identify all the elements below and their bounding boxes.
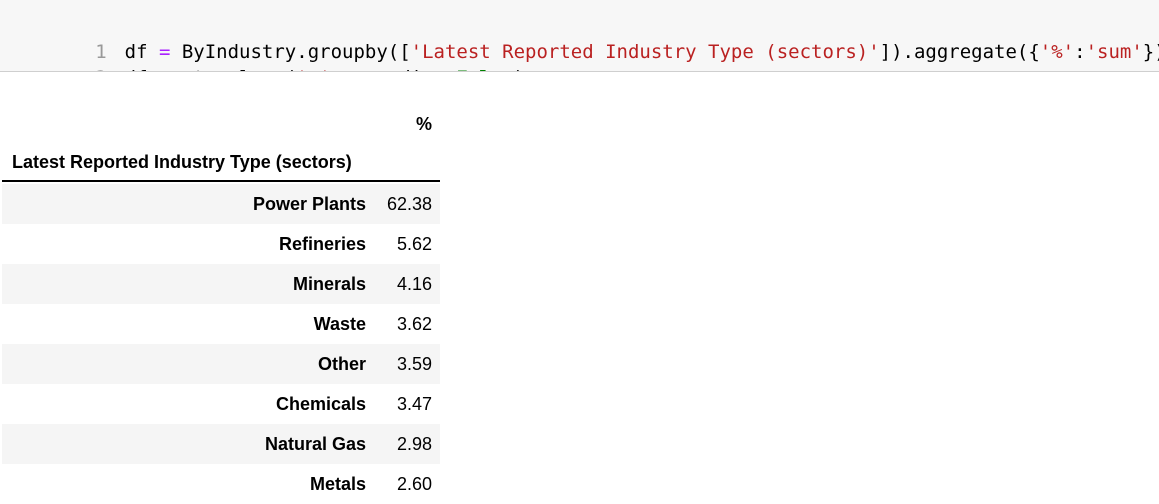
table-row: Chemicals 3.47 bbox=[2, 384, 440, 424]
row-value: 3.47 bbox=[396, 394, 432, 414]
table-row: Metals 2.60 bbox=[2, 464, 440, 504]
code-line-2[interactable]: 2df.sort_values('%',ascending=False) bbox=[0, 39, 525, 71]
table-row: Refineries 5.62 bbox=[2, 224, 440, 264]
table-row: Waste 3.62 bbox=[2, 304, 440, 344]
code-token: : bbox=[1074, 41, 1086, 63]
row-label: Natural Gas bbox=[264, 434, 366, 454]
output-area: % Latest Reported Industry Type (sectors… bbox=[0, 72, 1159, 504]
index-header: Latest Reported Industry Type (sectors) bbox=[12, 152, 352, 172]
row-label: Other bbox=[317, 354, 366, 374]
code-operator-token: = bbox=[158, 41, 171, 63]
row-value: 3.59 bbox=[396, 354, 432, 374]
code-string-token: 'sum' bbox=[1085, 41, 1143, 63]
code-token: df.sort_values( bbox=[125, 67, 297, 71]
code-token: ]).aggregate({ bbox=[879, 41, 1040, 63]
row-value: 2.98 bbox=[396, 434, 432, 454]
code-token: ) bbox=[514, 67, 525, 71]
code-line-1[interactable]: 1 df = ByIndustry.groupby(['Latest Report… bbox=[0, 13, 1159, 63]
code-cell[interactable]: 1 df = ByIndustry.groupby(['Latest Report… bbox=[0, 0, 1159, 72]
row-label: Waste bbox=[313, 314, 366, 334]
code-string-token: '%' bbox=[296, 67, 330, 71]
table-row: Power Plants 62.38 bbox=[2, 184, 440, 224]
row-label: Refineries bbox=[278, 234, 366, 254]
dataframe-rows: Power Plants 62.38 Refineries 5.62 Miner… bbox=[2, 184, 440, 504]
code-string-token: 'Latest Reported Industry Type (sectors)… bbox=[410, 41, 880, 63]
column-header-percent: % bbox=[415, 114, 432, 134]
row-label: Metals bbox=[309, 474, 366, 494]
row-label: Minerals bbox=[292, 274, 366, 294]
code-token: ,ascending bbox=[331, 67, 445, 71]
row-value: 4.16 bbox=[396, 274, 432, 294]
code-token: }) bbox=[1142, 41, 1159, 63]
code-string-token: '%' bbox=[1039, 41, 1075, 63]
code-text: df = ByIndustry.groupby(['Latest Reporte… bbox=[125, 41, 1159, 63]
code-token: df bbox=[124, 41, 159, 63]
row-value: 5.62 bbox=[396, 234, 432, 254]
row-value: 62.38 bbox=[386, 194, 432, 214]
table-row: Minerals 4.16 bbox=[2, 264, 440, 304]
row-value: 3.62 bbox=[396, 314, 432, 334]
table-row: Other 3.59 bbox=[2, 344, 440, 384]
line-number: 1 bbox=[95, 41, 107, 63]
line-number: 2 bbox=[69, 65, 125, 71]
header-divider bbox=[2, 180, 440, 182]
code-operator-token: = bbox=[445, 67, 456, 71]
row-label: Power Plants bbox=[252, 194, 366, 214]
code-keyword-token: False bbox=[456, 67, 513, 71]
table-row: Natural Gas 2.98 bbox=[2, 424, 440, 464]
row-label: Chemicals bbox=[275, 394, 366, 414]
code-text: df.sort_values('%',ascending=False) bbox=[125, 67, 525, 71]
code-token: ByIndustry.groupby([ bbox=[170, 41, 411, 63]
row-value: 2.60 bbox=[396, 474, 432, 494]
